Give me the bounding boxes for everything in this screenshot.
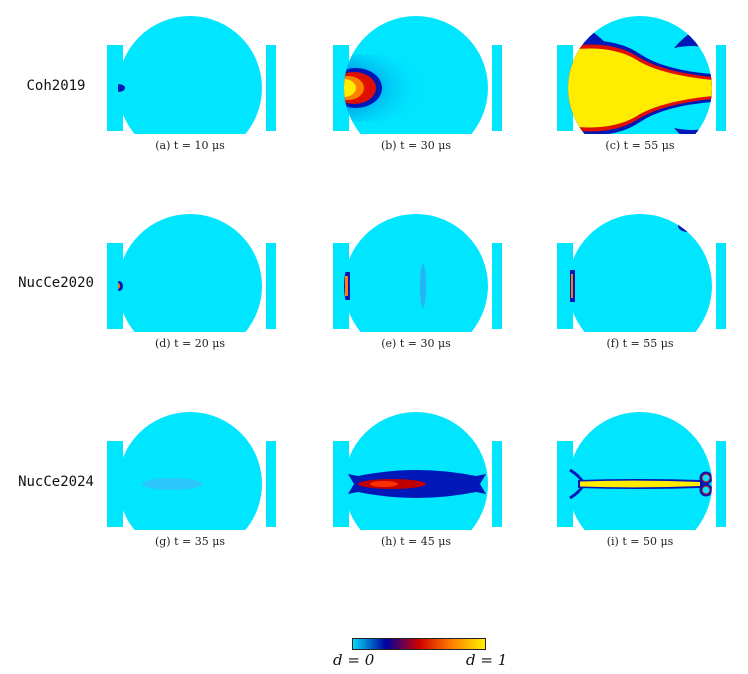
caption-i: (i) t = 50 μs — [606, 535, 674, 548]
row-label-coh2019: Coh2019 — [26, 78, 86, 94]
caption-f: (f) t = 55 μs — [606, 337, 674, 350]
colorbar-min-label: d = 0 — [333, 651, 375, 669]
caption-e: (e) t = 30 μs — [381, 337, 451, 350]
panel-e: (e) t = 30 μs — [330, 212, 502, 382]
panel-c: (c) t = 55 μs — [554, 14, 726, 184]
caption-g: (g) t = 35 μs — [154, 535, 226, 548]
colorbar — [352, 638, 486, 650]
caption-c: (c) t = 55 μs — [605, 139, 675, 152]
row-label-nucce2020: NucCe2020 — [18, 275, 94, 291]
row-label-nucce2024: NucCe2024 — [18, 474, 94, 490]
caption-b: (b) t = 30 μs — [380, 139, 452, 152]
caption-h: (h) t = 45 μs — [380, 535, 452, 548]
colorbar-max-label: d = 1 — [466, 651, 508, 669]
caption-a: (a) t = 10 μs — [155, 139, 225, 152]
panel-b: (b) t = 30 μs — [330, 14, 502, 184]
panel-h: (h) t = 45 μs — [330, 410, 502, 580]
panel-g: (g) t = 35 μs — [104, 410, 276, 580]
caption-d: (d) t = 20 μs — [154, 337, 226, 350]
panel-a: (a) t = 10 μs — [104, 14, 276, 184]
panel-i: (i) t = 50 μs — [554, 410, 726, 580]
panel-f: (f) t = 55 μs — [554, 212, 726, 382]
panel-d: (d) t = 20 μs — [104, 212, 276, 382]
